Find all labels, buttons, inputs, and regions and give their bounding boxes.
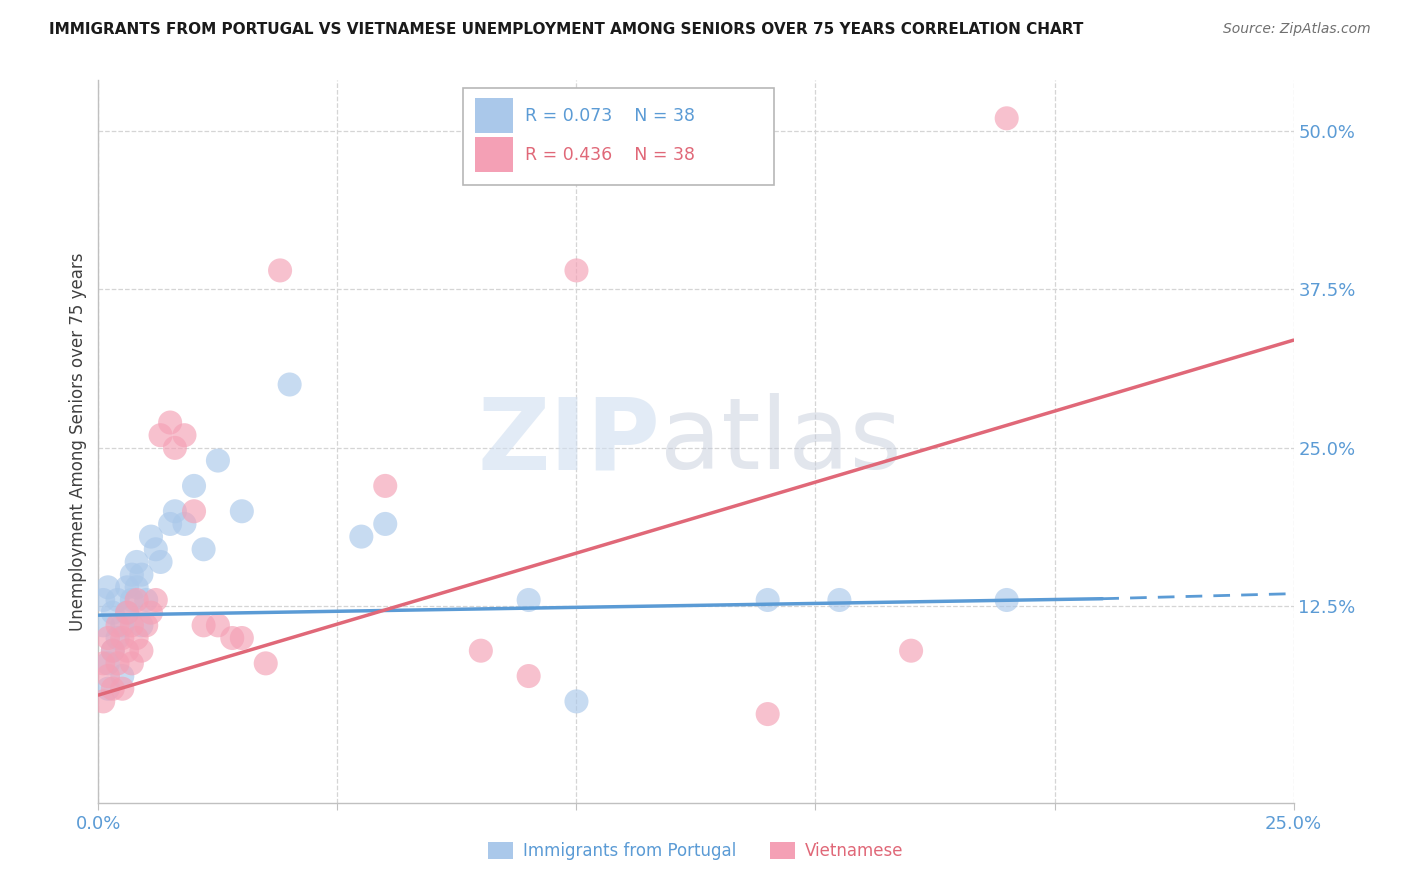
Point xyxy=(374,516,396,531)
Point xyxy=(183,504,205,518)
Point xyxy=(125,593,148,607)
Point xyxy=(149,428,172,442)
Point xyxy=(269,263,291,277)
Point xyxy=(91,657,114,671)
Point xyxy=(91,694,114,708)
Point xyxy=(374,479,396,493)
Text: R = 0.073    N = 38: R = 0.073 N = 38 xyxy=(524,107,695,125)
Point xyxy=(254,657,277,671)
Point xyxy=(517,669,540,683)
Point xyxy=(115,606,138,620)
Point xyxy=(756,593,779,607)
Point xyxy=(107,618,129,632)
Point xyxy=(159,416,181,430)
Point xyxy=(995,593,1018,607)
Point xyxy=(91,618,114,632)
Point xyxy=(91,593,114,607)
Point xyxy=(97,681,120,696)
Point xyxy=(111,618,134,632)
Point xyxy=(159,516,181,531)
Point xyxy=(756,707,779,722)
Point xyxy=(221,631,243,645)
Text: IMMIGRANTS FROM PORTUGAL VS VIETNAMESE UNEMPLOYMENT AMONG SENIORS OVER 75 YEARS : IMMIGRANTS FROM PORTUGAL VS VIETNAMESE U… xyxy=(49,22,1084,37)
Point xyxy=(183,479,205,493)
Point xyxy=(193,618,215,632)
Point xyxy=(135,618,157,632)
Point xyxy=(995,112,1018,126)
Point xyxy=(107,593,129,607)
Point xyxy=(97,657,120,671)
Point xyxy=(107,631,129,645)
Point xyxy=(139,606,162,620)
Text: atlas: atlas xyxy=(661,393,901,490)
Point xyxy=(135,593,157,607)
Point xyxy=(278,377,301,392)
Point xyxy=(121,567,143,582)
Point xyxy=(111,669,134,683)
Point xyxy=(97,631,120,645)
Point xyxy=(145,593,167,607)
FancyBboxPatch shape xyxy=(475,137,513,172)
Point xyxy=(115,643,138,657)
Point xyxy=(470,643,492,657)
Text: ZIP: ZIP xyxy=(477,393,661,490)
Point xyxy=(173,516,195,531)
Point xyxy=(101,681,124,696)
Point xyxy=(173,428,195,442)
Point xyxy=(565,694,588,708)
Text: R = 0.436    N = 38: R = 0.436 N = 38 xyxy=(524,145,695,164)
Point xyxy=(163,441,186,455)
Point xyxy=(97,580,120,594)
Point xyxy=(207,618,229,632)
Point xyxy=(101,606,124,620)
Point xyxy=(149,555,172,569)
Point xyxy=(115,580,138,594)
Point xyxy=(231,631,253,645)
Point xyxy=(101,643,124,657)
Point xyxy=(145,542,167,557)
Point xyxy=(131,567,153,582)
Point xyxy=(828,593,851,607)
Point xyxy=(565,263,588,277)
Point xyxy=(125,580,148,594)
Point xyxy=(139,530,162,544)
Point xyxy=(121,618,143,632)
Y-axis label: Unemployment Among Seniors over 75 years: Unemployment Among Seniors over 75 years xyxy=(69,252,87,631)
Point xyxy=(101,643,124,657)
Point xyxy=(207,453,229,467)
FancyBboxPatch shape xyxy=(475,98,513,133)
Point xyxy=(107,657,129,671)
Point xyxy=(193,542,215,557)
Point xyxy=(115,606,138,620)
Point xyxy=(125,631,148,645)
Point xyxy=(121,593,143,607)
Point xyxy=(97,669,120,683)
Point xyxy=(350,530,373,544)
Point xyxy=(231,504,253,518)
Legend: Immigrants from Portugal, Vietnamese: Immigrants from Portugal, Vietnamese xyxy=(482,835,910,867)
Point xyxy=(111,631,134,645)
Point xyxy=(121,657,143,671)
Point xyxy=(111,681,134,696)
Point xyxy=(517,593,540,607)
FancyBboxPatch shape xyxy=(463,87,773,185)
Point xyxy=(131,643,153,657)
Text: Source: ZipAtlas.com: Source: ZipAtlas.com xyxy=(1223,22,1371,37)
Point xyxy=(163,504,186,518)
Point xyxy=(900,643,922,657)
Point xyxy=(125,555,148,569)
Point xyxy=(131,618,153,632)
